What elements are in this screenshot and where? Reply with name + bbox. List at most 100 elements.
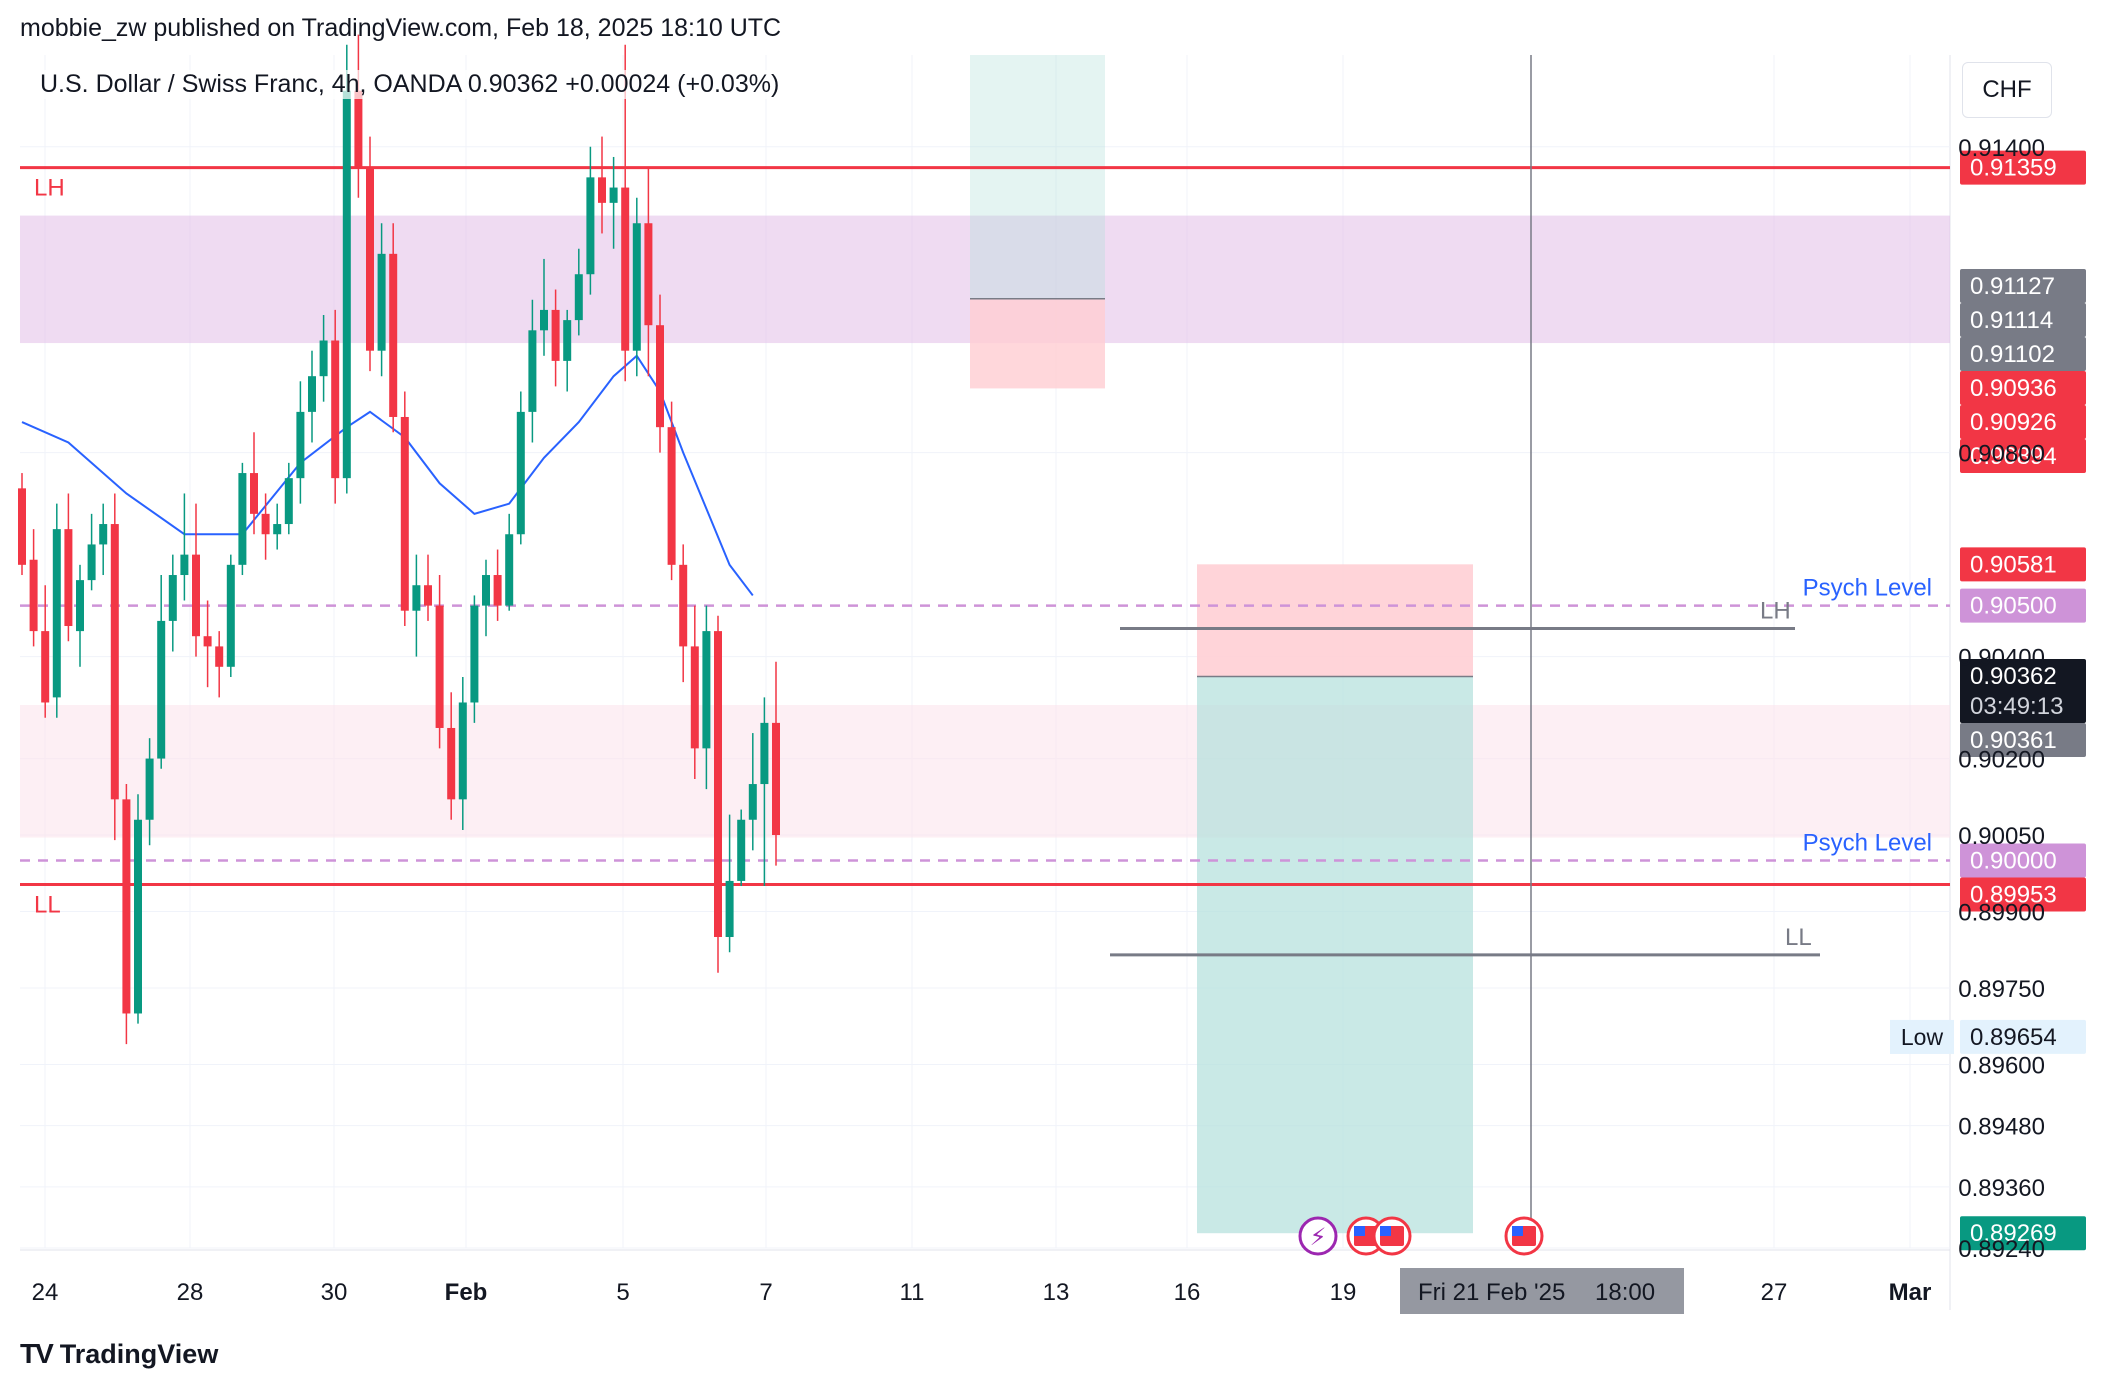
price-label-bg bbox=[1960, 370, 2086, 405]
price-label: 0.90361 bbox=[1960, 722, 2086, 757]
candle-body bbox=[586, 177, 595, 275]
candle bbox=[621, 44, 630, 382]
ema-layer bbox=[21, 354, 754, 597]
candle-body bbox=[563, 320, 572, 361]
candle-body bbox=[493, 575, 502, 606]
candle-body bbox=[424, 585, 432, 606]
symbol-change: +0.00024 (+0.03%) bbox=[565, 70, 780, 98]
candle-body bbox=[632, 223, 641, 351]
candle-body bbox=[772, 722, 780, 836]
candle-body bbox=[760, 722, 769, 785]
candle-body bbox=[41, 631, 50, 703]
grid-layer bbox=[20, 55, 1951, 1310]
candle bbox=[41, 585, 50, 718]
position-layer bbox=[1197, 564, 1473, 1234]
ema-line bbox=[21, 354, 754, 597]
lh-label: LH bbox=[34, 175, 65, 202]
price-label-bg bbox=[1960, 1019, 2086, 1054]
candle-body bbox=[574, 274, 583, 321]
candle-body bbox=[679, 564, 688, 647]
x-tick-label: 11 bbox=[900, 1279, 925, 1306]
candle bbox=[702, 605, 711, 790]
price-label: 0.90500 bbox=[1960, 588, 2086, 623]
candle bbox=[667, 401, 676, 581]
crosshair-time-hour: 18:00 bbox=[1595, 1279, 1655, 1306]
candle-body bbox=[134, 819, 142, 1014]
candle-body bbox=[238, 473, 247, 565]
price-label-text: 0.91114 bbox=[1970, 307, 2053, 334]
candle-body bbox=[76, 580, 84, 632]
price-label: 0.90362 03:49:13 bbox=[1960, 658, 2086, 723]
candle-body bbox=[366, 167, 374, 351]
x-tick-label: 16 bbox=[1174, 1279, 1201, 1306]
lines-layer bbox=[20, 55, 1950, 1248]
candle bbox=[412, 554, 421, 657]
price-label-bg bbox=[1960, 336, 2086, 371]
price-label: 0.91127 bbox=[1960, 268, 2086, 303]
candle-body bbox=[215, 646, 224, 667]
candle bbox=[690, 605, 699, 779]
price-label-text: 0.90362 bbox=[1970, 663, 2057, 690]
candle bbox=[215, 631, 224, 698]
y-tick-label: 0.89750 bbox=[1958, 976, 2045, 1003]
recent-ll-label: LL bbox=[1785, 924, 1812, 951]
event-flag-canton bbox=[1354, 1226, 1365, 1236]
candle bbox=[99, 503, 108, 576]
candle-body bbox=[725, 880, 734, 938]
event-ring bbox=[1298, 1216, 1338, 1256]
candle-body bbox=[609, 187, 618, 203]
event-flag-canton bbox=[1380, 1226, 1391, 1236]
candle bbox=[145, 738, 154, 846]
price-label: 0.90000 bbox=[1960, 843, 2086, 878]
candle bbox=[331, 309, 340, 504]
candle-body bbox=[458, 702, 467, 800]
symbol-name: U.S. Dollar / Swiss Franc, 4h, OANDA bbox=[40, 70, 461, 98]
candle-body bbox=[412, 585, 421, 611]
candle bbox=[87, 513, 96, 591]
candle-body bbox=[714, 631, 722, 938]
y-tick-label: 0.91400 bbox=[1958, 135, 2045, 162]
candle bbox=[342, 44, 351, 494]
y-tick-label: 0.90050 bbox=[1958, 823, 2045, 850]
candle bbox=[366, 136, 374, 372]
candle-body bbox=[621, 187, 630, 351]
x-tick-label: 19 bbox=[1330, 1279, 1357, 1306]
candle-body bbox=[354, 90, 363, 168]
x-tick-label: 28 bbox=[177, 1279, 204, 1306]
zones-layer bbox=[20, 55, 1950, 838]
candle bbox=[598, 136, 606, 234]
candle-body bbox=[748, 784, 757, 820]
crosshair-time-bg bbox=[1400, 1268, 1684, 1314]
ll-label: LL bbox=[34, 891, 61, 918]
footer-brand-name: TradingView bbox=[59, 1338, 219, 1369]
candle-body bbox=[145, 758, 154, 820]
lightning-glyph: ⚡ bbox=[1310, 1223, 1327, 1251]
candle-body bbox=[551, 309, 560, 361]
candle bbox=[226, 554, 235, 677]
candle bbox=[528, 299, 537, 443]
price-label-text: 0.91359 bbox=[1970, 155, 2057, 182]
price-label: 0.90926 bbox=[1960, 404, 2086, 439]
price-label-text: 0.91102 bbox=[1970, 341, 2055, 368]
candle bbox=[505, 513, 514, 611]
candle bbox=[52, 503, 61, 718]
candle-body bbox=[342, 90, 351, 479]
price-label-prefix-bg bbox=[1890, 1019, 1954, 1054]
price-label: 0.91359 bbox=[1960, 150, 2086, 185]
candle bbox=[748, 733, 757, 851]
currency-selector[interactable]: CHF bbox=[1962, 62, 2052, 118]
candle bbox=[64, 493, 73, 642]
candle bbox=[644, 167, 653, 377]
candle bbox=[180, 493, 189, 601]
published-header: mobbie_zw published on TradingView.com, … bbox=[20, 14, 782, 42]
price-label-text: 0.90894 bbox=[1970, 443, 2057, 470]
candle-body bbox=[110, 524, 119, 800]
y-tick-label: 0.89600 bbox=[1958, 1052, 2045, 1079]
candle bbox=[354, 34, 363, 198]
candle bbox=[238, 462, 247, 576]
candle bbox=[725, 814, 734, 953]
candle bbox=[656, 294, 664, 453]
candle bbox=[284, 462, 293, 535]
symbol-title: U.S. Dollar / Swiss Franc, 4h, OANDA 0.9… bbox=[36, 70, 784, 99]
